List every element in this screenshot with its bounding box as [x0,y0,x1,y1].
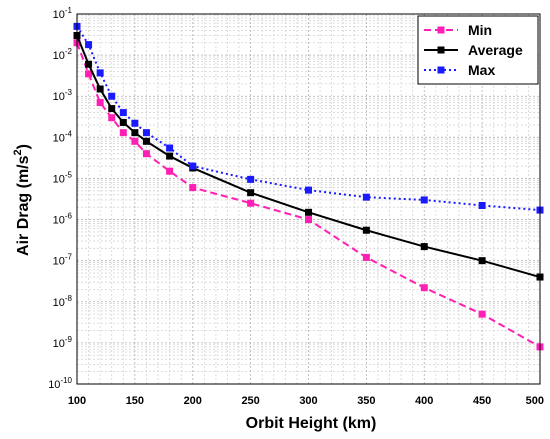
y-tick-base: 10 [48,379,60,391]
x-tick-label: 100 [68,395,86,407]
y-axis-label: Air Drag (m/s2) [12,144,32,256]
data-point-max [119,109,127,117]
data-point-max [142,129,150,137]
y-tick-exponent: -5 [65,170,73,179]
data-point-average [119,118,127,126]
data-point-average [96,85,104,93]
x-tick-label: 200 [184,395,202,407]
data-point-max [478,201,486,209]
series-min [73,39,544,351]
data-point-min [478,310,486,318]
data-point-average [166,152,174,160]
legend-item-max: Max [424,62,495,78]
y-tick-label: 10-8 [53,294,73,309]
data-point-min [247,199,255,207]
y-tick-base: 10 [53,50,65,62]
y-tick-base: 10 [53,9,65,21]
x-tick-label: 300 [299,395,317,407]
y-tick-base: 10 [53,338,65,350]
data-point-min [420,284,428,292]
data-point-average [131,129,139,137]
data-point-max [96,69,104,77]
data-point-min [96,99,104,107]
y-tick-label: 10-7 [53,253,73,268]
x-tick-label: 400 [415,395,433,407]
data-point-min [362,253,370,261]
y-tick-exponent: -2 [65,47,73,56]
y-tick-exponent: -3 [65,88,73,97]
legend-marker-max [437,66,445,74]
x-axis-label: Orbit Height (km) [246,415,377,432]
y-axis-label-exponent: 2 [12,149,24,155]
x-tick-labels: 100 150 200 250 300 350 400 450 500 [68,395,544,407]
data-point-average [247,189,255,197]
y-tick-label: 10-4 [53,129,73,144]
legend-marker-min [437,26,445,34]
data-point-average [420,243,428,251]
y-tick-exponent: -9 [65,335,73,344]
y-tick-base: 10 [53,173,65,185]
x-tick-label: 500 [526,395,544,407]
data-point-max [85,41,93,49]
data-point-min [189,184,197,192]
y-tick-base: 10 [53,132,65,144]
y-tick-exponent: -10 [60,376,72,385]
data-point-max [108,92,116,100]
data-point-min [166,167,174,175]
data-point-max [362,193,370,201]
data-point-max [420,196,428,204]
y-tick-label: 10-5 [53,170,73,185]
y-tick-label: 10-10 [48,376,72,391]
data-point-min [305,216,312,224]
y-tick-exponent: -1 [65,6,73,15]
legend-item-min: Min [424,22,492,38]
y-tick-label: 10-6 [53,212,73,227]
x-tick-label: 450 [473,395,491,407]
data-point-average [478,257,486,265]
y-tick-exponent: -7 [65,253,73,262]
x-tick-label: 350 [357,395,375,407]
legend-marker-average [437,46,445,54]
series-line-min [76,42,541,348]
y-tick-labels: 10-110-210-310-410-510-610-710-810-910-1… [48,6,72,391]
y-tick-exponent: -4 [65,129,73,138]
data-point-max [166,144,174,152]
legend: Min Average Max [417,15,539,85]
plot-frame [76,13,541,385]
y-tick-exponent: -8 [65,294,73,303]
data-point-min [119,129,127,137]
data-point-min [131,137,139,145]
legend-label-average: Average [468,42,523,58]
legend-item-average: Average [424,42,523,58]
data-point-max [189,162,197,170]
data-point-max [131,119,139,127]
y-tick-label: 10-3 [53,88,73,103]
data-point-min [142,150,150,158]
y-axis-label-close: ) [15,144,32,149]
data-point-average [108,105,116,113]
y-tick-base: 10 [53,215,65,227]
legend-label-max: Max [468,62,495,78]
data-point-max [247,175,255,183]
y-tick-exponent: -6 [65,212,73,221]
x-tick-label: 250 [241,395,259,407]
y-tick-label: 10-1 [53,6,73,21]
data-point-average [142,137,150,145]
y-tick-base: 10 [53,256,65,268]
data-point-average [305,208,312,216]
x-tick-label: 150 [126,395,144,407]
data-point-min [85,70,93,78]
y-tick-base: 10 [53,91,65,103]
data-point-average [85,60,93,68]
y-tick-label: 10-9 [53,335,73,350]
data-point-min [108,114,116,122]
grid [76,14,541,385]
data-point-max [305,186,312,194]
data-point-average [362,226,370,234]
y-tick-base: 10 [53,297,65,309]
y-tick-label: 10-2 [53,47,73,62]
legend-label-min: Min [468,22,492,38]
